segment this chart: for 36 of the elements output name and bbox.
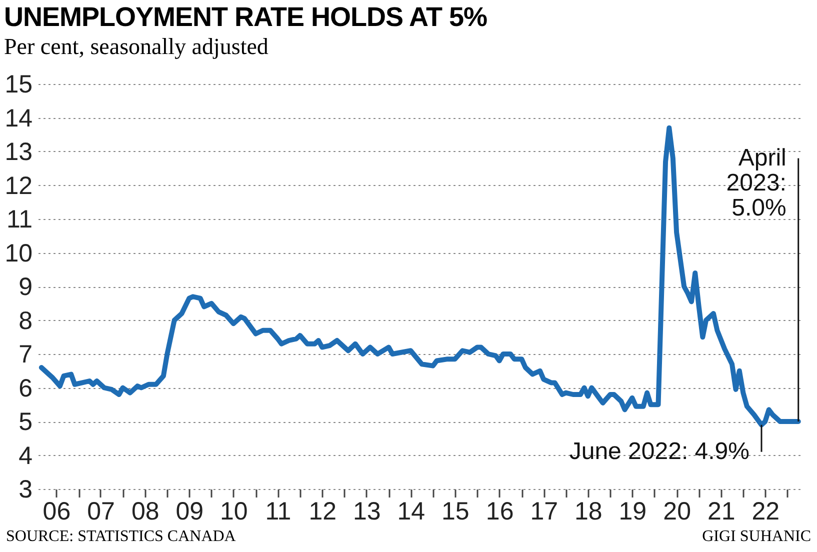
- chart-title: UNEMPLOYMENT RATE HOLDS AT 5%: [4, 2, 488, 33]
- text: GIGI SUHANIC: [702, 528, 811, 546]
- x-tick-label: 15: [442, 498, 470, 526]
- x-tick-label: 20: [663, 498, 691, 526]
- x-tick-label: 13: [352, 498, 381, 526]
- source-note: SOURCE: STATISTICS CANADA: [6, 528, 236, 546]
- x-tick-label: 16: [486, 498, 514, 526]
- y-tick-label: 8: [18, 306, 32, 335]
- x-tick-label: 07: [87, 498, 115, 526]
- y-tick-label: 9: [18, 273, 32, 301]
- chart-subtitle: Per cent, seasonally adjusted: [4, 34, 268, 60]
- y-tick-label: 3: [18, 476, 32, 504]
- x-tick-label: 10: [220, 498, 248, 526]
- annotation: June 2022: 4.9%: [569, 438, 750, 465]
- y-tick-label: 5: [18, 408, 32, 436]
- y-tick-label: 4: [18, 442, 33, 470]
- x-tick-label: 11: [265, 498, 292, 526]
- x-tick-label: 18: [574, 498, 602, 526]
- y-tick-label: 6: [18, 374, 32, 402]
- x-tick-label: 21: [707, 498, 736, 526]
- x-tick-label: 08: [131, 498, 160, 526]
- x-tick-label: 09: [176, 498, 204, 526]
- x-tick-label: 19: [618, 498, 647, 526]
- y-tick-label: 13: [4, 138, 32, 166]
- y-tick-label: 10: [4, 239, 32, 268]
- annotation: April 2023: 5.0%: [726, 144, 786, 222]
- y-tick-label: 15: [4, 70, 32, 98]
- x-tick-label: 14: [397, 498, 426, 526]
- x-tick-label: 12: [308, 498, 337, 526]
- x-tick-label: 22: [752, 498, 780, 526]
- x-tick-label: 06: [42, 498, 71, 526]
- y-tick-label: 12: [4, 172, 32, 200]
- x-tick-label: 17: [530, 498, 558, 526]
- y-tick-label: 11: [6, 206, 32, 234]
- y-tick-label: 14: [4, 104, 33, 132]
- y-tick-label: 7: [18, 340, 32, 368]
